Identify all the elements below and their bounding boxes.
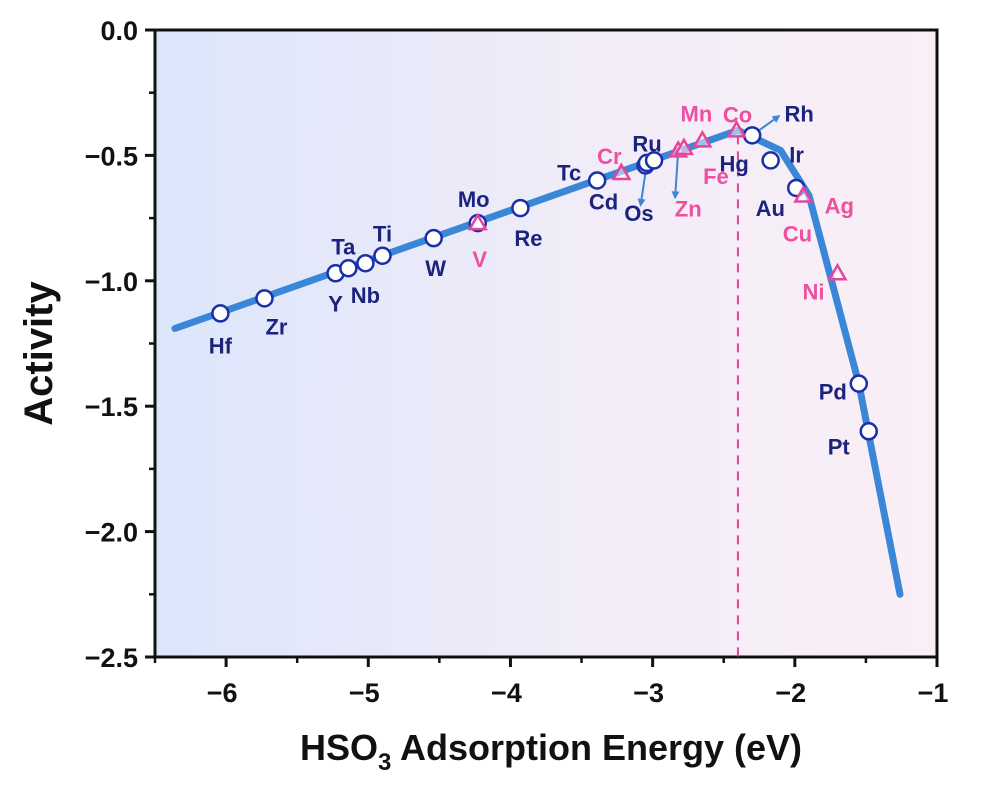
label-cr: Cr bbox=[597, 144, 622, 169]
marker-pd bbox=[849, 374, 869, 393]
x-axis-title-main: HSO bbox=[300, 727, 378, 768]
marker-v bbox=[467, 212, 488, 231]
label-au: Au bbox=[756, 196, 785, 221]
marker-cu bbox=[827, 262, 848, 281]
label-ag: Ag bbox=[825, 194, 854, 219]
y-tick-label: −1.5 bbox=[85, 392, 138, 422]
label-v: V bbox=[472, 247, 487, 272]
label-hf: Hf bbox=[209, 333, 233, 358]
x-tick-label: −6 bbox=[207, 678, 238, 708]
marker-hf bbox=[211, 304, 230, 323]
label-ta: Ta bbox=[331, 234, 356, 259]
label-zr: Zr bbox=[265, 314, 287, 339]
marker-ti bbox=[373, 246, 392, 265]
marker-zr bbox=[255, 289, 274, 308]
label-ni: Ni bbox=[802, 279, 824, 304]
axes: −6 −5 −4 −3 −2 −1 0.0 −0.5 −1.0 −1.5 −2.0 −2.5 bbox=[85, 16, 949, 708]
y-tick-label: −2.0 bbox=[85, 518, 138, 548]
marker-w bbox=[424, 228, 443, 248]
data-layer bbox=[171, 114, 904, 657]
marker-pt bbox=[859, 422, 879, 441]
x-tick-label: −4 bbox=[491, 678, 522, 708]
label-co: Co bbox=[723, 102, 752, 127]
x-tick-label: −5 bbox=[349, 678, 380, 708]
label-w: W bbox=[425, 256, 446, 281]
marker-tc bbox=[587, 171, 607, 190]
label-fe: Fe bbox=[703, 164, 729, 189]
y-tick-label: −2.5 bbox=[85, 643, 138, 673]
x-axis-title: HSO3 Adsorption Energy (eV) bbox=[300, 727, 802, 776]
marker-ag bbox=[793, 185, 814, 203]
marker-mn bbox=[692, 129, 713, 148]
x-tick-label: −3 bbox=[633, 678, 664, 708]
label-y: Y bbox=[328, 291, 343, 316]
label-cu: Cu bbox=[783, 221, 812, 246]
marker-hg bbox=[742, 126, 762, 145]
y-tick-label: 0.0 bbox=[100, 16, 138, 46]
label-cd: Cd bbox=[589, 189, 618, 214]
marker-ta bbox=[339, 259, 358, 278]
zn-arrow bbox=[671, 150, 680, 200]
marker-nb bbox=[356, 253, 375, 273]
label-zn: Zn bbox=[675, 196, 702, 221]
y-tick-label: −0.5 bbox=[85, 141, 138, 171]
y-tick-label: −1.0 bbox=[85, 267, 138, 297]
x-tick-label: −2 bbox=[775, 678, 806, 708]
marker-co bbox=[726, 119, 747, 138]
label-nb: Nb bbox=[351, 283, 380, 308]
marker-ru bbox=[644, 151, 664, 170]
label-os: Os bbox=[624, 201, 653, 226]
marker-re bbox=[511, 198, 530, 218]
label-re: Re bbox=[514, 226, 542, 251]
label-mo: Mo bbox=[458, 187, 490, 212]
label-hg: Hg bbox=[719, 151, 748, 176]
label-tc: Tc bbox=[557, 160, 581, 185]
x-axis-title-rest: Adsorption Energy (eV) bbox=[391, 727, 802, 768]
marker-fe bbox=[673, 137, 695, 156]
point-labels: Hf Zr Y Ta Nb Ti W Mo Re Tc Cd Os Ru Hg Rh Ir Au Pd Pt V Cr Z… bbox=[209, 101, 854, 459]
label-rh: Rh bbox=[784, 101, 813, 126]
label-ir: Ir bbox=[789, 142, 804, 167]
marker-ir bbox=[761, 151, 780, 170]
label-ti: Ti bbox=[373, 222, 392, 247]
label-ru: Ru bbox=[632, 131, 661, 156]
label-pt: Pt bbox=[828, 434, 851, 459]
y-axis-title: Activity bbox=[17, 281, 61, 426]
x-tick-label: −1 bbox=[918, 678, 949, 708]
x-axis-title-subscript: 3 bbox=[378, 749, 391, 776]
label-pd: Pd bbox=[819, 380, 847, 405]
plot-background bbox=[155, 30, 937, 657]
marker-cr bbox=[611, 162, 632, 181]
label-mn: Mn bbox=[681, 101, 713, 126]
